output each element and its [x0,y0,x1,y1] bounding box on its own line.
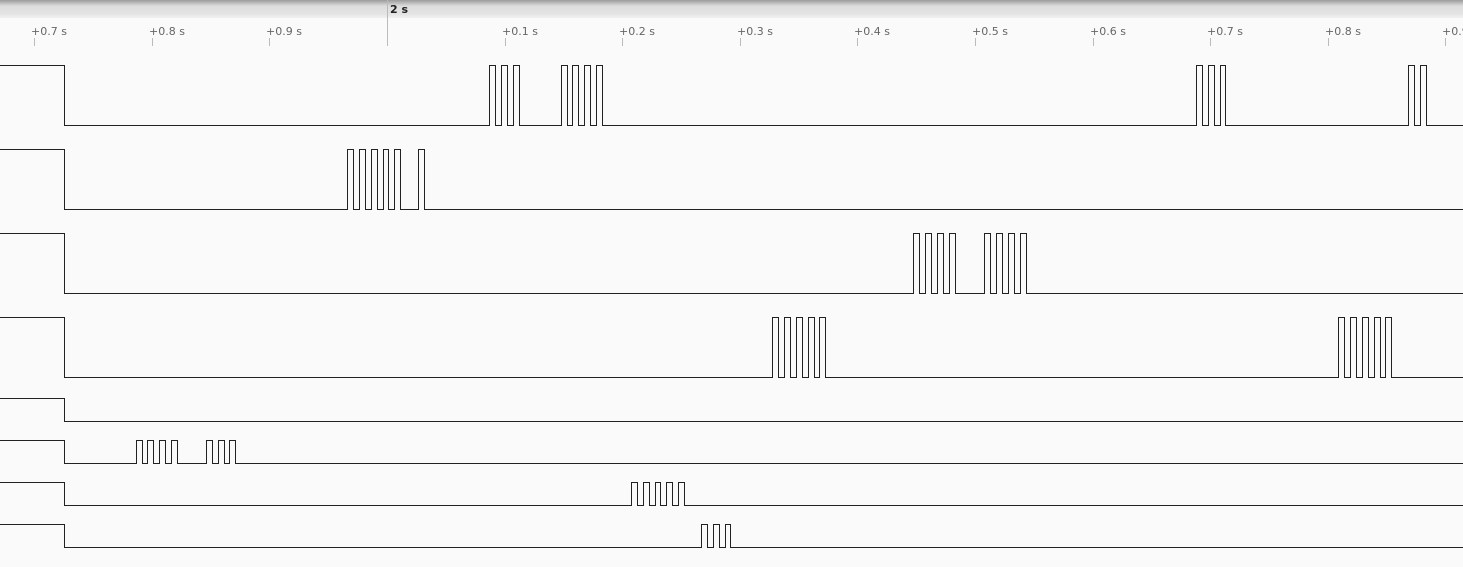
channel-trace-2 [0,233,1463,294]
ruler-tick [1328,38,1329,46]
ruler-tick-label: +0.7 s [1207,25,1243,38]
channel-trace-7 [0,524,1463,548]
ruler-tick-label: +0.2 s [619,25,655,38]
ruler-tick [34,38,35,46]
major-tick-line [387,0,388,46]
ruler-tick-label: +0.8 s [149,25,185,38]
ruler-tick [152,38,153,46]
ruler-tick-label: +0.1 s [502,25,538,38]
ruler-tick-label: +0.5 s [972,25,1008,38]
ruler-tick-label: +0.9 s [1442,25,1463,38]
ruler-tick-label: +0.7 s [31,25,67,38]
ruler-tick [1445,38,1446,46]
channel-trace-6 [0,482,1463,506]
channel-trace-1 [0,149,1463,210]
ruler-tick-label: +0.3 s [737,25,773,38]
channel-trace-3 [0,317,1463,378]
ruler-tick [269,38,270,46]
ruler-tick [857,38,858,46]
ruler-tick [975,38,976,46]
ruler-tick [505,38,506,46]
ruler-tick-label: +0.4 s [854,25,890,38]
major-tick-label: 2 s [390,3,409,16]
ruler-tick-label: +0.9 s [266,25,302,38]
ruler-tick [622,38,623,46]
channel-trace-0 [0,65,1463,126]
ruler-tick-label: +0.8 s [1325,25,1361,38]
channel-trace-5 [0,440,1463,464]
ruler-tick [1210,38,1211,46]
channel-trace-4 [0,398,1463,422]
ruler-header-bar [0,0,1463,18]
ruler-tick [740,38,741,46]
time-ruler[interactable]: 2 s +0.7 s +0.8 s +0.9 s +0.1 s +0.2 s +0.3 s +… [0,0,1463,50]
ruler-tick-label: +0.6 s [1090,25,1126,38]
ruler-tick [1093,38,1094,46]
